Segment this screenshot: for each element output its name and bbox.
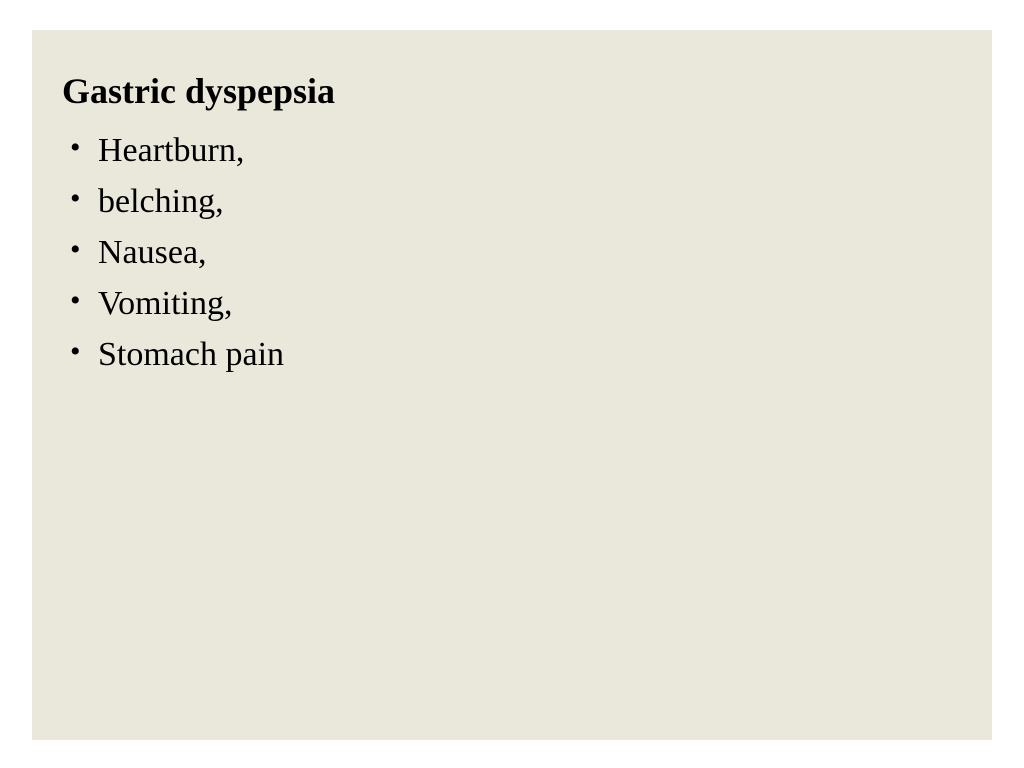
slide-title: Gastric dyspepsia (62, 70, 962, 113)
bullet-list: Heartburn, belching, Nausea, Vomiting, S… (62, 125, 962, 380)
list-item: Nausea, (70, 227, 962, 278)
list-item: Vomiting, (70, 278, 962, 329)
slide-container: Gastric dyspepsia Heartburn, belching, N… (32, 30, 992, 740)
list-item: Stomach pain (70, 329, 962, 380)
list-item: belching, (70, 176, 962, 227)
list-item: Heartburn, (70, 125, 962, 176)
